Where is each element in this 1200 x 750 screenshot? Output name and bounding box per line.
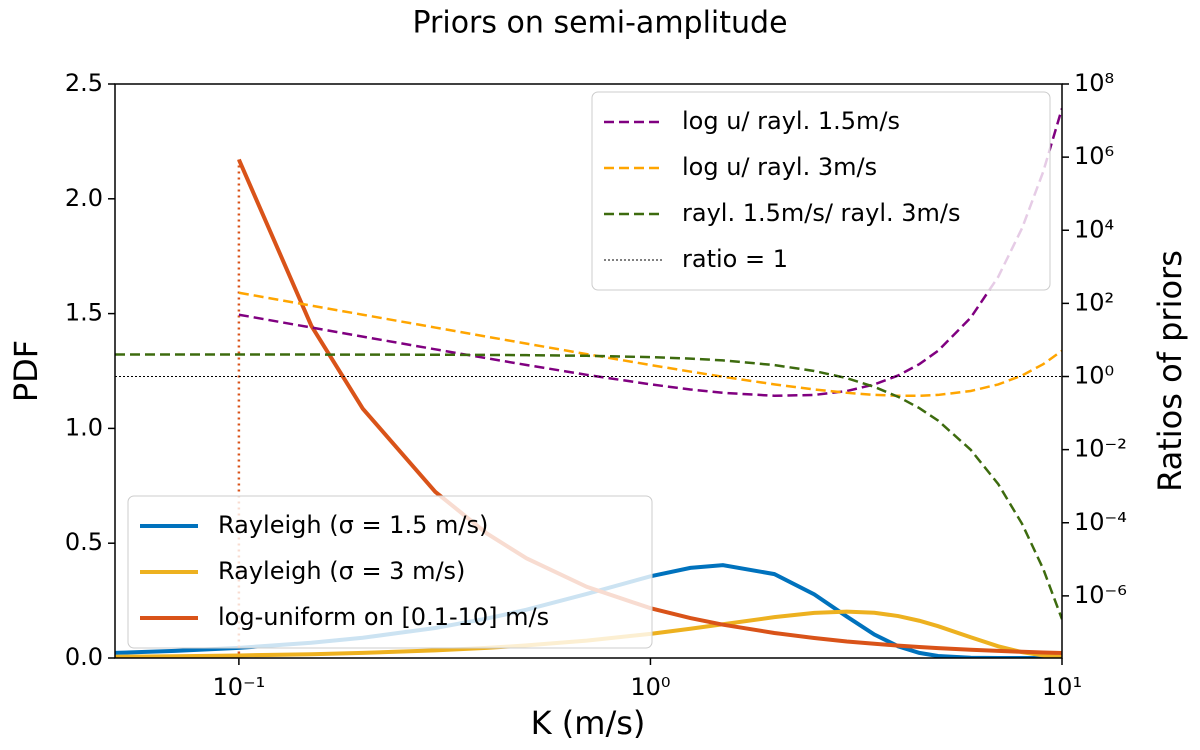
y-tick-label: 0.5 [65,528,103,556]
legend-label: log u/ rayl. 3m/s [682,153,877,181]
series-line [115,609,1062,658]
legend-label: log u/ rayl. 1.5m/s [682,107,900,135]
y-tick-label: 2.0 [65,184,103,212]
series-line [115,353,1062,620]
y2-tick-label: 10⁻² [1074,435,1127,463]
legend-label: ratio = 1 [682,245,788,273]
x-tick-label: 10⁻¹ [212,673,265,701]
series-line [238,291,1062,398]
legend-label: rayl. 1.5m/s/ rayl. 3m/s [682,199,961,227]
y2-tick-label: 10⁻⁶ [1074,581,1127,609]
plot-frame [114,83,1063,659]
y-axis-title: PDF [7,340,45,402]
y2-tick-label: 10⁸ [1074,69,1114,97]
legend-box [591,91,1051,291]
y-tick-label: 2.5 [65,69,103,97]
y2-tick-label: 10⁶ [1074,142,1114,170]
y2-tick-label: 10⁴ [1074,215,1114,243]
legend-label: Rayleigh (σ = 3 m/s) [218,557,465,585]
y2-tick-label: 10² [1074,288,1114,316]
legend-label: Rayleigh (σ = 1.5 m/s) [218,511,488,539]
y-tick-label: 1.0 [65,413,103,441]
x-tick-label: 10⁰ [630,673,670,701]
y-tick-label: 0.0 [65,643,103,671]
y2-tick-label: 10⁻⁴ [1074,508,1127,536]
chart-title: Priors on semi-amplitude [412,6,787,41]
legend-label: log-uniform on [0.1-10] m/s [218,603,549,631]
x-axis-title: K (m/s) [531,704,646,742]
y2-tick-label: 10⁰ [1074,362,1114,390]
y2-axis-title: Ratios of priors [1151,250,1189,492]
x-tick-label: 10¹ [1042,673,1082,701]
y-tick-label: 1.5 [65,299,103,327]
legend-box [127,495,653,649]
